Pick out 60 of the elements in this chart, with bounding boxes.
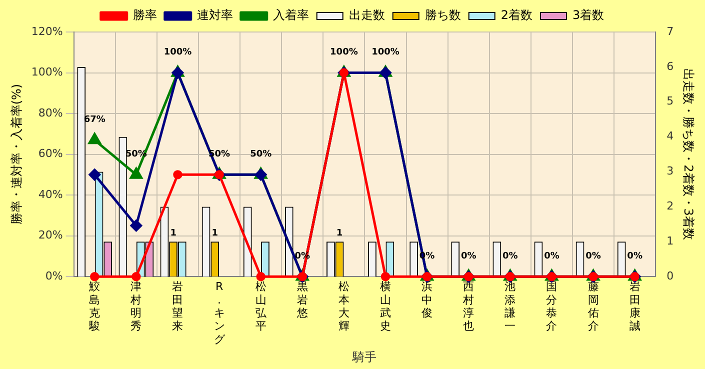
- legend-label: 出走数: [348, 8, 385, 22]
- legend-label: 勝ち数: [424, 8, 461, 22]
- data-label: 0%: [544, 251, 560, 262]
- point: [130, 219, 142, 232]
- point: [88, 132, 102, 144]
- data-label: 50%: [250, 150, 272, 160]
- x-tick-label: 津村明秀: [130, 280, 142, 333]
- x-tick-label: 国分恭介: [546, 280, 558, 333]
- y-tick-label: 100%: [31, 66, 63, 79]
- legend-label: 勝率: [132, 8, 157, 22]
- data-label: 0%: [460, 251, 476, 262]
- point: [132, 272, 141, 282]
- y2-tick-label: 2: [666, 200, 674, 213]
- x-tick-label: 岩田望来: [172, 280, 184, 333]
- x-tick-label: 西村淳也: [462, 280, 474, 333]
- y-tick-label: 120%: [31, 24, 63, 38]
- x-tick-label: 池添謙一: [504, 280, 516, 333]
- point: [380, 272, 390, 282]
- data-label: 0%: [627, 251, 642, 262]
- y2-tick-label: 1: [666, 234, 674, 248]
- x-tick-label: 岩田康誠: [629, 280, 640, 333]
- y2-tick-label: 3: [666, 164, 674, 178]
- y-axis-title: 勝率・連対率・入着率(%): [9, 84, 24, 225]
- data-label: 0%: [502, 251, 518, 262]
- y2-tick-label: 5: [666, 94, 674, 108]
- data-label: 100%: [164, 48, 192, 58]
- point: [88, 168, 101, 181]
- x-tick-label: 横山武史: [380, 280, 391, 333]
- y-tick-label: 80%: [38, 106, 63, 120]
- data-label: 100%: [330, 48, 358, 58]
- legend-label: 入着率: [272, 8, 309, 22]
- y2-tick-label: 0: [666, 269, 674, 282]
- y2-tick-label: 6: [666, 60, 674, 73]
- x-tick-label: 鮫島克駿: [88, 280, 100, 333]
- x-axis-title: 騎手: [352, 350, 377, 364]
- data-label: 1: [170, 228, 176, 238]
- point: [173, 170, 182, 180]
- y2-tick-label: 7: [666, 24, 674, 38]
- y-tick-label: 40%: [38, 188, 63, 201]
- y-tick-label: 20%: [38, 228, 63, 242]
- point: [256, 272, 266, 282]
- x-tick-label: 藤岡佑介: [588, 280, 599, 333]
- legend-label: 連対率: [196, 8, 233, 22]
- y-tick-label: 0%: [45, 269, 63, 282]
- data-label: 100%: [372, 48, 400, 58]
- x-tick-label: 松本大輝: [338, 280, 350, 333]
- point: [129, 166, 143, 179]
- y-tick-label: 60%: [38, 147, 63, 160]
- point: [90, 272, 100, 282]
- data-label: 1: [336, 228, 343, 238]
- legend-label: 2着数: [500, 8, 533, 22]
- y2-tick-label: 4: [666, 130, 674, 143]
- x-tick-label: 松山弘平: [255, 280, 268, 333]
- legend-label: 3着数: [572, 8, 604, 22]
- x-tick-label: R. キング: [214, 280, 226, 346]
- y2-axis-title: 出走数・勝ち数・2着数・3着数: [682, 68, 696, 240]
- data-label: 0%: [586, 251, 601, 262]
- data-label: 1: [212, 228, 218, 238]
- x-tick-label: 浜中俊: [422, 280, 433, 320]
- x-tick-label: 黒岩悠: [296, 280, 308, 320]
